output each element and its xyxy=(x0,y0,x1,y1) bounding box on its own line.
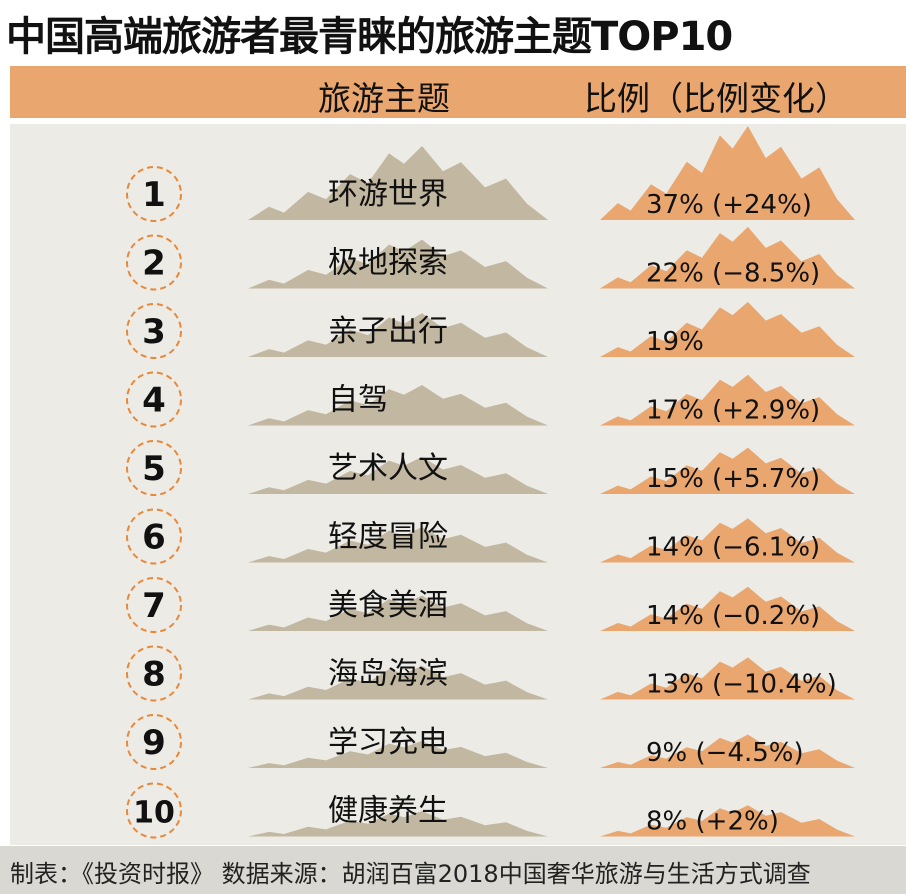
value-mountain xyxy=(600,226,855,289)
left-mountain xyxy=(248,595,548,631)
rank-number: 7 xyxy=(142,586,166,626)
value-label: 14% (−0.2%) xyxy=(646,601,820,631)
value-mountain xyxy=(600,126,855,220)
rank-circle xyxy=(126,371,182,428)
table-header: 旅游主题 比例（比例变化） xyxy=(10,66,906,118)
value-mountain xyxy=(600,518,855,563)
value-label: 17% (+2.9%) xyxy=(646,396,820,426)
left-mountain xyxy=(248,740,548,768)
value-label: 19% xyxy=(646,327,704,357)
value-label: 37% (+24%) xyxy=(646,190,812,220)
value-mountain xyxy=(600,447,855,494)
rank-circle xyxy=(126,303,182,359)
header-ratio-column: 比例（比例变化） xyxy=(584,79,848,118)
value-mountain xyxy=(600,734,855,768)
theme-label: 学习充电 xyxy=(328,725,448,760)
chart-title: 中国高端旅游者最青睐的旅游主题TOP10 xyxy=(6,14,733,60)
footer-bar: 制表：《投资时报》 数据来源：胡润百富2018中国奢华旅游与生活方式调查 xyxy=(0,846,906,894)
chart-panel: 1 环游世界 37% (+24%) 2 极地探索 22% (−8.5%) 3 亲子出行 19% 4… xyxy=(10,124,906,845)
value-label: 13% (−10.4%) xyxy=(646,670,837,700)
rank-number: 1 xyxy=(142,175,166,215)
left-mountain xyxy=(248,665,548,700)
left-mountain xyxy=(248,456,548,494)
rank-circle xyxy=(126,166,182,222)
header-theme-column: 旅游主题 xyxy=(318,79,450,118)
theme-label: 亲子出行 xyxy=(328,314,448,349)
theme-label: 环游世界 xyxy=(328,177,448,212)
rank-number: 2 xyxy=(142,244,166,284)
rank-circle xyxy=(126,577,182,633)
rank-circle xyxy=(126,645,182,702)
rank-circle xyxy=(126,234,182,291)
theme-label: 美食美酒 xyxy=(328,588,448,623)
theme-label: 轻度冒险 xyxy=(328,520,448,555)
theme-label: 艺术人文 xyxy=(328,451,448,486)
rank-circle xyxy=(126,508,182,565)
rank-number: 4 xyxy=(142,381,166,421)
theme-label: 自驾 xyxy=(328,383,388,418)
value-label: 14% (−6.1%) xyxy=(646,533,820,563)
theme-label: 健康养生 xyxy=(328,794,448,829)
rank-number: 6 xyxy=(142,518,166,558)
rank-circle xyxy=(126,440,182,496)
value-label: 15% (+5.7%) xyxy=(646,464,820,494)
value-label: 9% (−4.5%) xyxy=(646,738,804,768)
rank-number: 8 xyxy=(142,655,166,695)
value-mountain xyxy=(600,301,855,357)
left-mountain xyxy=(248,239,548,289)
value-mountain xyxy=(600,657,855,700)
rank-number: 10 xyxy=(133,796,175,831)
theme-label: 海岛海滨 xyxy=(328,657,448,692)
left-mountain xyxy=(248,313,548,357)
left-mountain xyxy=(248,385,548,426)
ranking-chart: 1 环游世界 37% (+24%) 2 极地探索 22% (−8.5%) 3 亲子出行 19% 4… xyxy=(126,126,855,839)
rank-number: 5 xyxy=(142,449,166,489)
left-mountain xyxy=(248,146,548,220)
value-label: 22% (−8.5%) xyxy=(646,259,820,289)
rank-number: 9 xyxy=(142,723,166,763)
source-note: 制表：《投资时报》 数据来源：胡润百富2018中国奢华旅游与生活方式调查 xyxy=(10,860,811,888)
value-mountain xyxy=(600,374,855,426)
rank-circle xyxy=(126,714,182,770)
value-label: 8% (+2%) xyxy=(646,807,779,837)
value-mountain xyxy=(600,586,855,631)
rank-number: 3 xyxy=(142,312,166,352)
theme-label: 极地探索 xyxy=(328,246,448,281)
rank-circle xyxy=(126,782,182,839)
value-mountain xyxy=(600,805,855,837)
left-mountain xyxy=(248,527,548,563)
left-mountain xyxy=(248,811,548,837)
